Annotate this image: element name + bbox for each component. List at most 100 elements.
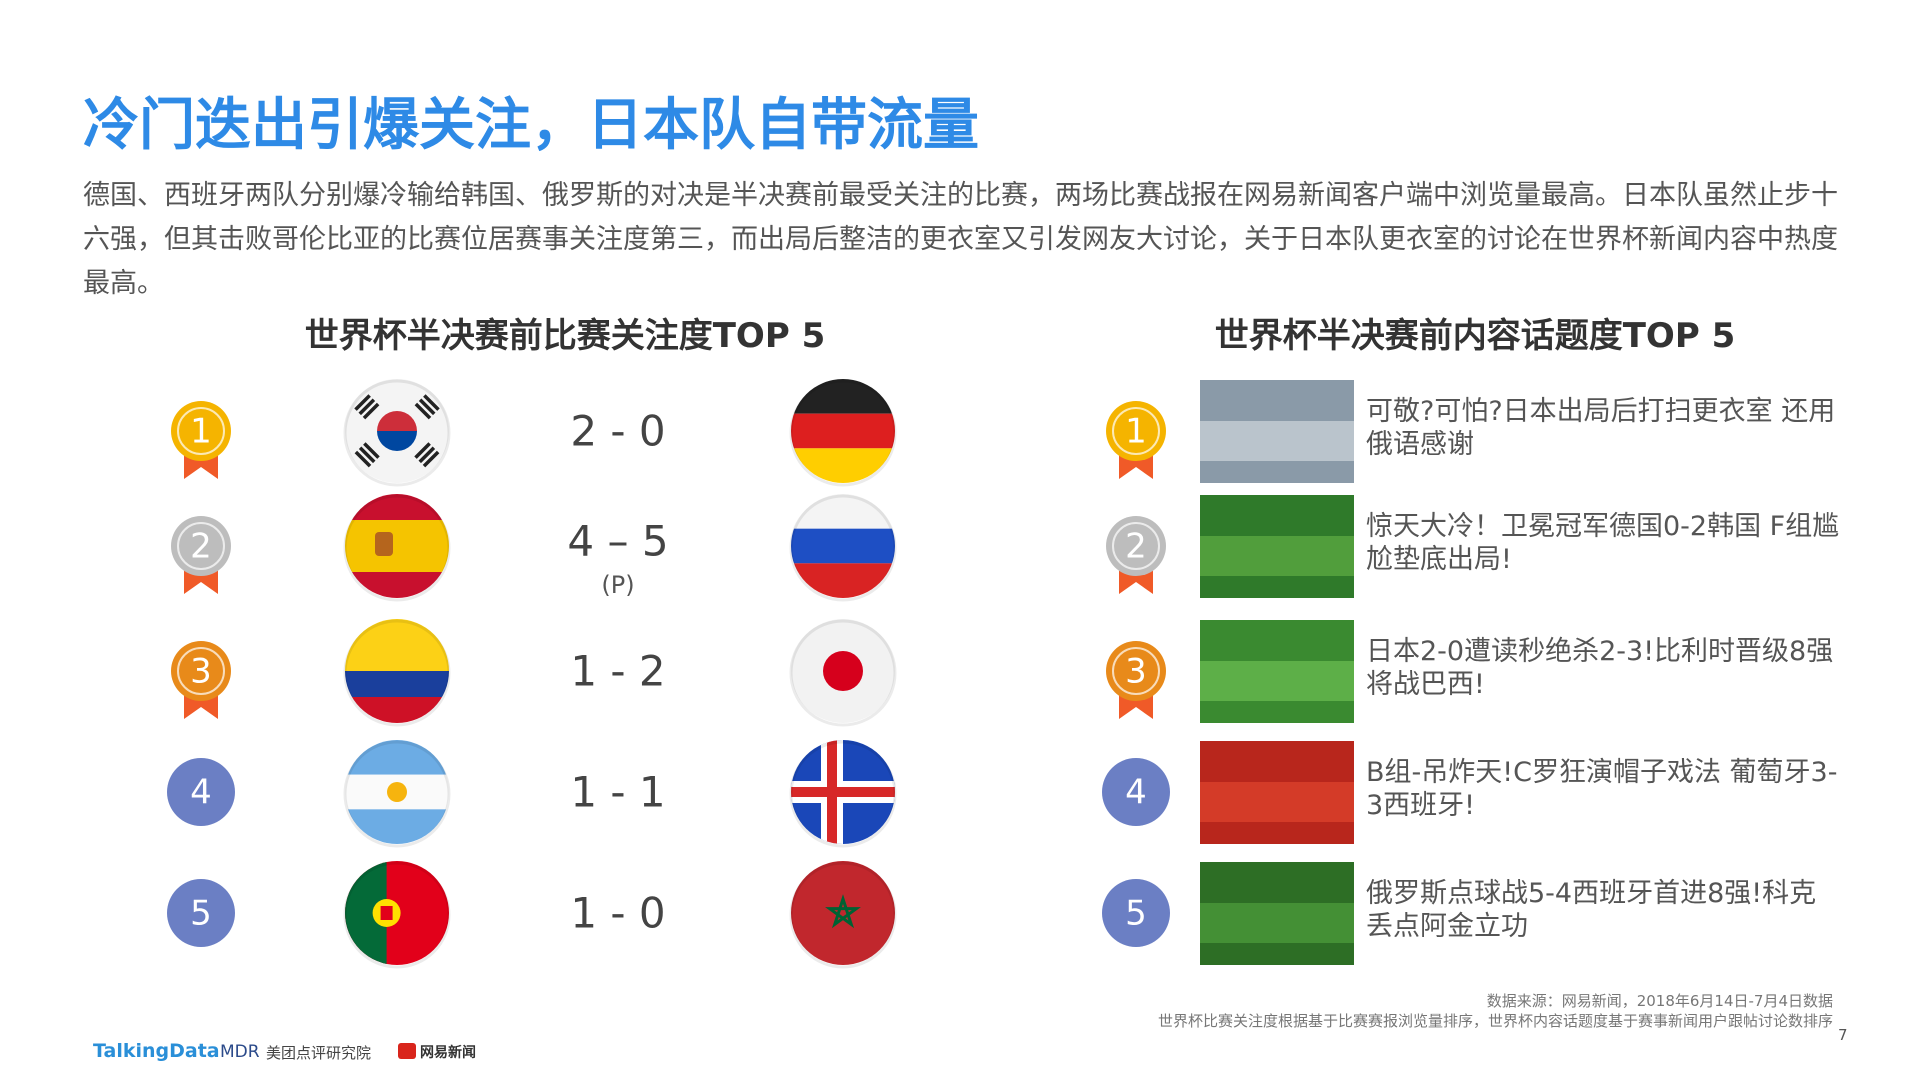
- flag: [791, 494, 895, 598]
- score: 2 - 0: [570, 407, 665, 456]
- topic-text: 日本2-0遭读秒绝杀2-3!比利时晋级8强将战巴西!: [1366, 636, 1834, 700]
- flag-shadow: [343, 619, 451, 727]
- rank: 5: [1125, 894, 1147, 934]
- trigram: [414, 442, 431, 459]
- shield: [380, 906, 393, 920]
- stripe: [345, 809, 449, 844]
- score: 1 - 2: [570, 647, 665, 696]
- topic-box: 可敬?可怕?日本出局后打扫更衣室 还用俄语感谢: [1366, 396, 1836, 460]
- trigram: [418, 446, 436, 464]
- trigram: [423, 394, 440, 411]
- photo-detail: [1200, 421, 1354, 461]
- flag-shadow: [789, 619, 897, 727]
- title: 冷门迭出引爆关注，日本队自带流量: [83, 93, 979, 158]
- trigram: [363, 442, 380, 459]
- medal-inner: [177, 407, 225, 455]
- stripe: [791, 448, 895, 483]
- topic-box: 日本2-0遭读秒绝杀2-3!比利时晋级8强将战巴西!: [1366, 636, 1834, 700]
- rank: 4: [190, 773, 212, 813]
- photo-detail: [1200, 903, 1354, 943]
- medal: [1106, 401, 1166, 461]
- rank-badge: [167, 758, 235, 826]
- intro: 德国、西班牙两队分别爆冷输给韩国、俄罗斯的对决是半决赛前最受关注的比赛，两场比赛…: [83, 180, 1838, 299]
- page-number: 7: [1838, 1026, 1848, 1044]
- photo-detail: [1200, 782, 1354, 822]
- topic-text: B组-吊炸天!C罗狂演帽子戏法 葡萄牙3-3西班牙!: [1366, 757, 1838, 821]
- star: [825, 894, 861, 929]
- stripe: [345, 494, 449, 520]
- medal: [171, 516, 231, 576]
- photo-detail: [1200, 661, 1354, 701]
- stripe: [791, 413, 895, 449]
- photo-detail: [1200, 536, 1354, 576]
- flag: [345, 379, 449, 483]
- medal-inner: [1112, 522, 1160, 570]
- rank: 3: [1125, 652, 1147, 692]
- source: 数据来源：网易新闻，2018年6月14日-7月4日数据: [1486, 992, 1833, 1010]
- medal-inner: [1112, 407, 1160, 455]
- flag: [791, 861, 895, 965]
- trigram: [354, 394, 371, 411]
- stripe: [345, 520, 449, 572]
- flag-shadow: [343, 494, 451, 602]
- rank-badge: [167, 879, 235, 947]
- trigram: [414, 402, 432, 420]
- topic-text: 惊天大冷！卫冕冠军德国0-2韩国 F组尴尬垫底出局!: [1366, 511, 1840, 575]
- trigram: [422, 450, 440, 468]
- score: 4 – 5: [567, 517, 668, 566]
- flag-shadow: [343, 379, 451, 487]
- logo: MDR: [220, 1042, 260, 1062]
- taegeuk: [377, 431, 417, 451]
- trigram: [362, 402, 380, 420]
- logo: 网易新闻: [420, 1045, 476, 1061]
- flag: [345, 861, 449, 965]
- stripe: [791, 563, 895, 598]
- flag-shadow: [789, 379, 897, 487]
- sun: [823, 651, 863, 691]
- medal: [171, 641, 231, 701]
- flag: [791, 619, 895, 723]
- stripe: [345, 619, 449, 671]
- rank: 3: [190, 652, 212, 692]
- medal-inner: [1112, 647, 1160, 695]
- score: 1 - 1: [570, 768, 665, 817]
- stripe: [345, 671, 449, 697]
- topic-box: 俄罗斯点球战5-4西班牙首进8强!科克丢点阿金立功: [1366, 878, 1816, 942]
- rank: 1: [1125, 412, 1147, 452]
- topic-text: 可敬?可怕?日本出局后打扫更衣室 还用俄语感谢: [1366, 396, 1836, 460]
- trigram: [358, 446, 376, 464]
- flag-shadow: [789, 861, 897, 969]
- logo: 美团点评研究院: [266, 1044, 372, 1062]
- topics-title: 世界杯半决赛前内容话题度TOP 5: [1214, 316, 1736, 356]
- trigram: [358, 398, 376, 416]
- rank: 2: [190, 527, 212, 567]
- rank: 2: [1125, 527, 1147, 567]
- topic-box: B组-吊炸天!C罗狂演帽子戏法 葡萄牙3-3西班牙!: [1366, 757, 1838, 821]
- rank-badge: [1102, 879, 1170, 947]
- logo: TalkingData: [93, 1040, 220, 1062]
- cross: [791, 787, 895, 797]
- note: 世界杯比赛关注度根据基于比赛赛报浏览量排序，世界杯内容话题度基于赛事新闻用户跟帖…: [1157, 1012, 1833, 1030]
- crest: [375, 532, 393, 556]
- medal: [171, 401, 231, 461]
- trigram: [418, 398, 436, 416]
- rank: 4: [1125, 773, 1147, 813]
- trigram: [354, 450, 372, 468]
- topic-box: 惊天大冷！卫冕冠军德国0-2韩国 F组尴尬垫底出局!: [1366, 511, 1840, 575]
- rank: 1: [190, 412, 212, 452]
- medal: [1106, 516, 1166, 576]
- bg: [791, 861, 895, 965]
- flag-shadow: [789, 494, 897, 602]
- stripe: [791, 528, 895, 564]
- score: 1 - 0: [570, 889, 665, 938]
- matches-title: 世界杯半决赛前比赛关注度TOP 5: [304, 316, 826, 356]
- logo-icon: [398, 1043, 416, 1059]
- medal-inner: [177, 647, 225, 695]
- flag-shadow: [789, 740, 897, 848]
- flag: [791, 740, 895, 844]
- rank: 5: [190, 894, 212, 934]
- rank-badge: [1102, 758, 1170, 826]
- medal: [1106, 641, 1166, 701]
